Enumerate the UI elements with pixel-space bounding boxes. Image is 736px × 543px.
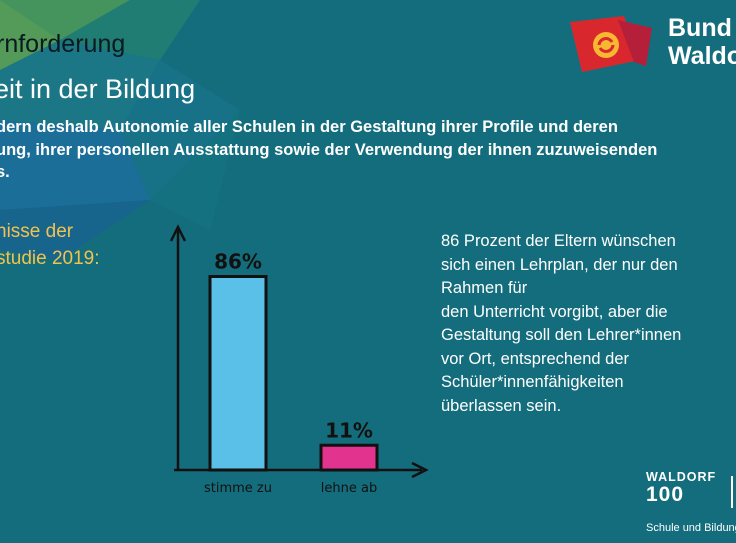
bar-value-label: 86%	[214, 250, 262, 274]
body-line: ung, ihrer personellen Ausstattung sowie…	[0, 140, 658, 159]
bar-chart: 86% stimme zu 11% lehne ab	[169, 224, 429, 496]
page-subheading: eit in der Bildung	[0, 74, 196, 104]
description-line: den Unterricht vorgibt, aber die	[441, 302, 668, 321]
x-axis-arrow	[411, 461, 429, 479]
description-line: 86 Prozent der Eltern wünschen	[441, 232, 676, 250]
waldorf100-number: 100	[646, 483, 685, 506]
bar-value-label: 11%	[325, 418, 373, 442]
brand-logo-icon	[570, 16, 652, 72]
y-axis-arrow	[169, 224, 187, 242]
category-label: stimme zu	[204, 481, 272, 496]
footer-text: Schule und Bildung	[646, 522, 736, 534]
description-line: Rahmen für	[441, 279, 528, 297]
body-line: dern deshalb Autonomie aller Schulen in …	[0, 118, 618, 136]
description-line: vor Ort, entsprechend der	[441, 349, 630, 368]
description: 86 Prozent der Eltern wünschen sich eine…	[441, 230, 731, 418]
section-line: nisse der	[0, 221, 74, 242]
description-line: überlassen sein.	[441, 396, 562, 415]
section-line: studie 2019:	[0, 248, 100, 269]
bar-stimme-zu	[208, 275, 268, 472]
waldorf100-name: WALDORF	[646, 470, 717, 484]
body-line: s.	[0, 163, 10, 181]
waldorf100-divider	[731, 476, 733, 508]
bar-lehne-ab	[319, 443, 379, 472]
description-line: Gestaltung soll den Lehrer*innen	[441, 326, 682, 344]
waldorf100-logo: WALDORF 100	[646, 470, 736, 508]
description-line: sich einen Lehrplan, der nur den	[441, 255, 678, 274]
category-label: lehne ab	[321, 481, 377, 496]
page-heading: rnforderung	[0, 30, 126, 58]
brand-line: Waldo	[668, 42, 736, 70]
brand-name: Bund d Waldo	[668, 14, 736, 70]
brand-line: Bund d	[668, 14, 736, 42]
body-paragraph: dern deshalb Autonomie aller Schulen in …	[0, 116, 716, 184]
description-line: Schüler*innenfähigkeiten	[441, 373, 624, 391]
section-heading: nisse der studie 2019:	[0, 218, 100, 272]
